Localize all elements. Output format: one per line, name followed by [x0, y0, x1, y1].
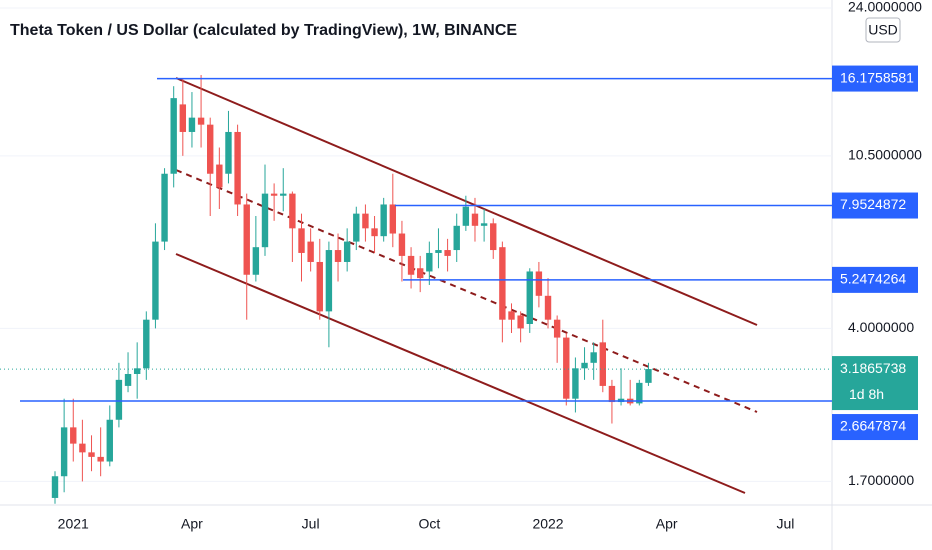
- candle-body: [581, 362, 588, 369]
- candle-body: [70, 427, 77, 444]
- candle-body: [197, 117, 205, 125]
- candle-body: [553, 319, 561, 338]
- candle-body: [590, 352, 597, 363]
- level-label-box: [832, 65, 918, 92]
- candle-body: [407, 255, 415, 275]
- candle-body: [380, 204, 387, 237]
- candle-body: [353, 213, 360, 242]
- candle-body: [124, 373, 132, 386]
- candle-body: [307, 241, 314, 262]
- grid: [0, 7, 832, 482]
- candle-body: [207, 124, 214, 174]
- candle-body: [170, 98, 177, 174]
- candle-body: [526, 271, 533, 324]
- candle-body: [572, 368, 579, 399]
- candle-body: [88, 452, 95, 457]
- candle-body: [298, 228, 305, 253]
- y-tick-label: 4.0000000: [848, 319, 914, 335]
- candle-body: [270, 193, 278, 196]
- currency: USD: [868, 22, 898, 38]
- candle-body: [234, 131, 241, 205]
- level-label: 7.9524872: [840, 196, 906, 212]
- y-tick-label: 10.5000000: [848, 147, 922, 163]
- x-tick-label: Jul: [302, 516, 320, 532]
- candle-body: [51, 476, 59, 498]
- candle-body: [343, 241, 351, 262]
- candle-body: [499, 247, 506, 320]
- candle-body: [544, 295, 552, 320]
- level-label: 5.2474264: [840, 271, 906, 287]
- channel-middle: [175, 169, 758, 413]
- level-label: 2.6647874: [840, 418, 906, 434]
- candle-body: [535, 271, 543, 296]
- candle-body: [79, 443, 86, 453]
- x-tick-label: Oct: [418, 516, 440, 532]
- candle-body: [280, 193, 287, 196]
- last-price-box: [832, 356, 918, 411]
- candle-body: [152, 241, 159, 320]
- level-label-box: [832, 414, 918, 441]
- candle-body: [435, 250, 442, 253]
- candle-body: [480, 223, 488, 226]
- candle-body: [471, 213, 479, 226]
- candle-body: [398, 233, 406, 256]
- candle-body: [636, 382, 643, 404]
- title-bg: [8, 14, 468, 48]
- candle-body: [216, 164, 223, 188]
- candle-body: [563, 337, 570, 399]
- candle-body: [60, 427, 68, 477]
- candle-body: [289, 193, 296, 229]
- x-tick-label: Apr: [656, 516, 678, 532]
- x-tick-label: 2022: [532, 516, 563, 532]
- candle-body: [252, 247, 260, 275]
- candle-body: [462, 206, 470, 226]
- currency-box: [865, 17, 901, 43]
- candle-body: [490, 223, 497, 251]
- countdown: 1d 8h: [849, 386, 884, 402]
- candle-body: [97, 456, 104, 462]
- candle-body: [316, 261, 323, 312]
- candle-body: [453, 225, 460, 251]
- candle-body: [389, 204, 397, 234]
- candle-body: [161, 173, 168, 242]
- candle-body: [426, 252, 433, 272]
- candle-body: [417, 268, 424, 279]
- x-tick-label: Jul: [776, 516, 794, 532]
- x-tick-label: Apr: [181, 516, 203, 532]
- candle-body: [325, 250, 333, 312]
- candle-body: [444, 250, 451, 256]
- candle-body: [188, 117, 196, 132]
- candle-body: [106, 419, 113, 462]
- candle-body: [599, 342, 606, 386]
- chart-title: Theta Token / US Dollar (calculated by T…: [10, 22, 517, 39]
- level-label: 16.1758581: [840, 69, 914, 85]
- candle-body: [243, 204, 250, 275]
- candle-body: [362, 213, 369, 229]
- candle-body: [225, 131, 232, 174]
- candle-body: [115, 379, 123, 420]
- candle-body: [371, 228, 378, 237]
- candle-body: [143, 319, 150, 369]
- candle-body: [133, 368, 141, 374]
- candle-body: [517, 315, 524, 329]
- candle-body: [261, 193, 269, 248]
- x-tick-label: 2021: [58, 516, 89, 532]
- level-label-box: [832, 266, 918, 293]
- candle-body: [608, 385, 616, 403]
- y-tick-label: 24.0000000: [848, 0, 922, 15]
- candle-body: [179, 104, 187, 132]
- channel-lower: [175, 253, 746, 494]
- candle-body: [645, 369, 652, 383]
- candle-body: [508, 311, 515, 320]
- level-label-box: [832, 192, 918, 219]
- candle-body: [334, 250, 342, 262]
- channel-upper: [175, 77, 758, 326]
- plot: [0, 75, 832, 504]
- last-price-label: 3.1865738: [840, 360, 906, 376]
- y-tick-label: 1.7000000: [848, 472, 914, 488]
